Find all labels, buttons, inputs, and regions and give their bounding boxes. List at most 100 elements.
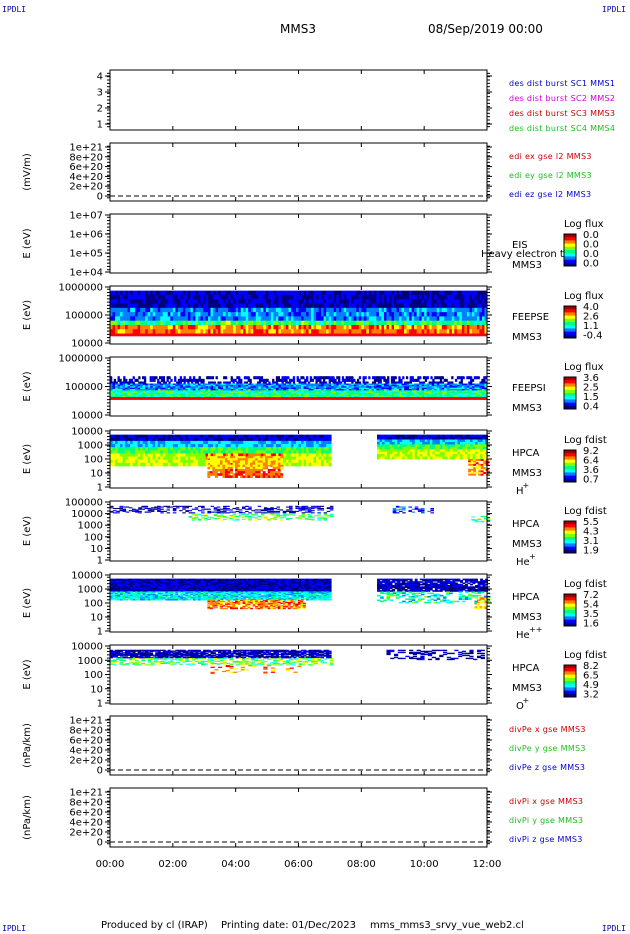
spectrogram-cell xyxy=(255,376,258,380)
spectrogram-cell xyxy=(164,365,167,369)
spectrogram-cell xyxy=(275,378,279,382)
spectrogram-cell xyxy=(250,294,254,300)
spectrogram-cell xyxy=(353,316,357,322)
spectrogram-cell xyxy=(228,395,232,398)
spectrogram-cell xyxy=(451,290,455,296)
spectrogram-cell xyxy=(301,316,304,322)
spectrogram-cell xyxy=(175,316,179,322)
spectrogram-cell xyxy=(326,329,330,334)
spectrogram-cell xyxy=(218,387,221,390)
spectrogram-cell xyxy=(192,307,196,313)
spectrogram-cell xyxy=(127,395,131,398)
spectrogram-cell xyxy=(127,388,131,391)
spectrogram-cell xyxy=(132,390,136,393)
spectrogram-cell xyxy=(353,368,356,372)
spectrogram-cell xyxy=(304,368,307,372)
spectrogram-cell xyxy=(373,395,377,398)
spectrogram-cell xyxy=(429,307,433,313)
spectrogram-cell xyxy=(483,378,486,382)
spectrogram-cell xyxy=(135,384,139,387)
spectrogram-cell xyxy=(240,395,244,398)
spectrogram-cell xyxy=(177,381,181,385)
spectrogram-cell xyxy=(441,320,445,326)
spectrogram-cell xyxy=(459,391,463,394)
spectrogram-cell xyxy=(268,394,272,397)
spectrogram-cell xyxy=(160,399,174,400)
spectrogram-cell xyxy=(160,384,164,387)
spectrogram-cell xyxy=(273,324,277,330)
spectrogram-cell xyxy=(361,383,365,386)
spectrogram-cell xyxy=(336,381,339,385)
spectrogram-cell xyxy=(363,294,367,300)
spectrogram-cell xyxy=(422,370,426,374)
spectrogram-cell xyxy=(228,387,232,390)
spectrogram-cell xyxy=(162,294,166,300)
spectrogram-cell xyxy=(137,294,141,300)
spectrogram-cell xyxy=(200,388,204,391)
spectrogram-cell xyxy=(394,312,397,317)
spectrogram-cell xyxy=(115,387,118,390)
spectrogram-cell xyxy=(172,388,176,391)
spectrogram-cell xyxy=(298,324,302,330)
spectrogram-cell xyxy=(238,324,242,330)
spectrogram-cell xyxy=(255,393,259,395)
spectrogram-cell xyxy=(270,362,273,366)
spectrogram-cell xyxy=(484,394,488,397)
spectrogram-cell xyxy=(466,390,470,393)
spectrogram-cell xyxy=(132,386,136,389)
spectrogram-cell xyxy=(223,394,227,397)
spectrogram-cell xyxy=(441,312,445,317)
spectrogram-cell xyxy=(449,373,452,377)
spectrogram-cell xyxy=(301,303,304,309)
spectrogram-cell xyxy=(306,373,309,377)
spectrogram-cell xyxy=(366,316,370,322)
spectrogram-cell xyxy=(172,316,176,322)
spectrogram-cell xyxy=(306,320,309,326)
spectrogram-cell xyxy=(351,370,354,374)
spectrogram-cell xyxy=(416,329,420,334)
spectrogram-cell xyxy=(330,362,333,366)
spectrogram-cell xyxy=(177,390,181,393)
spectrogram-cell xyxy=(414,294,418,300)
spectrogram-cell xyxy=(285,387,289,390)
spectrogram-cell xyxy=(174,370,177,374)
spectrogram-cell xyxy=(187,388,191,391)
spectrogram-cell xyxy=(211,370,215,374)
spectrogram-cell xyxy=(204,368,207,372)
spectrogram-cell xyxy=(198,370,201,374)
spectrogram-cell xyxy=(411,376,414,380)
spectrogram-cell xyxy=(187,395,191,398)
spectrogram-cell xyxy=(205,386,209,389)
spectrogram-cell xyxy=(387,378,390,382)
spectrogram-cell xyxy=(409,370,412,374)
spectrogram-cell xyxy=(253,320,257,326)
spectrogram-cell xyxy=(381,376,384,380)
spectrogram-cell xyxy=(200,312,204,317)
spectrogram-cell xyxy=(391,290,395,296)
spectrogram-cell xyxy=(346,390,350,393)
spectrogram-cell xyxy=(253,299,257,304)
spectrogram-cell xyxy=(381,290,385,296)
spectrogram-cell xyxy=(446,307,450,313)
spectrogram-cell xyxy=(149,365,152,369)
spectrogram-cell xyxy=(346,329,350,334)
spectrogram-cell xyxy=(378,316,382,322)
spectrogram-cell xyxy=(117,370,120,374)
spectrogram-cell xyxy=(255,312,259,317)
spectrogram-cell xyxy=(326,387,330,390)
spectrogram-cell xyxy=(368,312,372,317)
spectrogram-cell xyxy=(230,390,234,393)
spectrogram-cell xyxy=(451,384,455,387)
spectrogram-cell xyxy=(411,386,415,389)
spectrogram-cell xyxy=(200,378,203,382)
spectrogram-cell xyxy=(270,390,274,393)
spectrogram-cell xyxy=(123,370,126,374)
spectrogram-cell xyxy=(283,299,287,304)
spectrogram-cell xyxy=(313,299,317,304)
y-tick-label: 6e+20 xyxy=(69,162,103,173)
spectrogram-cell xyxy=(298,316,302,322)
colorbar-tick-label: 1.1 xyxy=(583,321,599,332)
spectrogram-cell xyxy=(388,324,392,330)
spectrogram-cell xyxy=(125,386,128,389)
spectrogram-cell xyxy=(302,368,305,372)
